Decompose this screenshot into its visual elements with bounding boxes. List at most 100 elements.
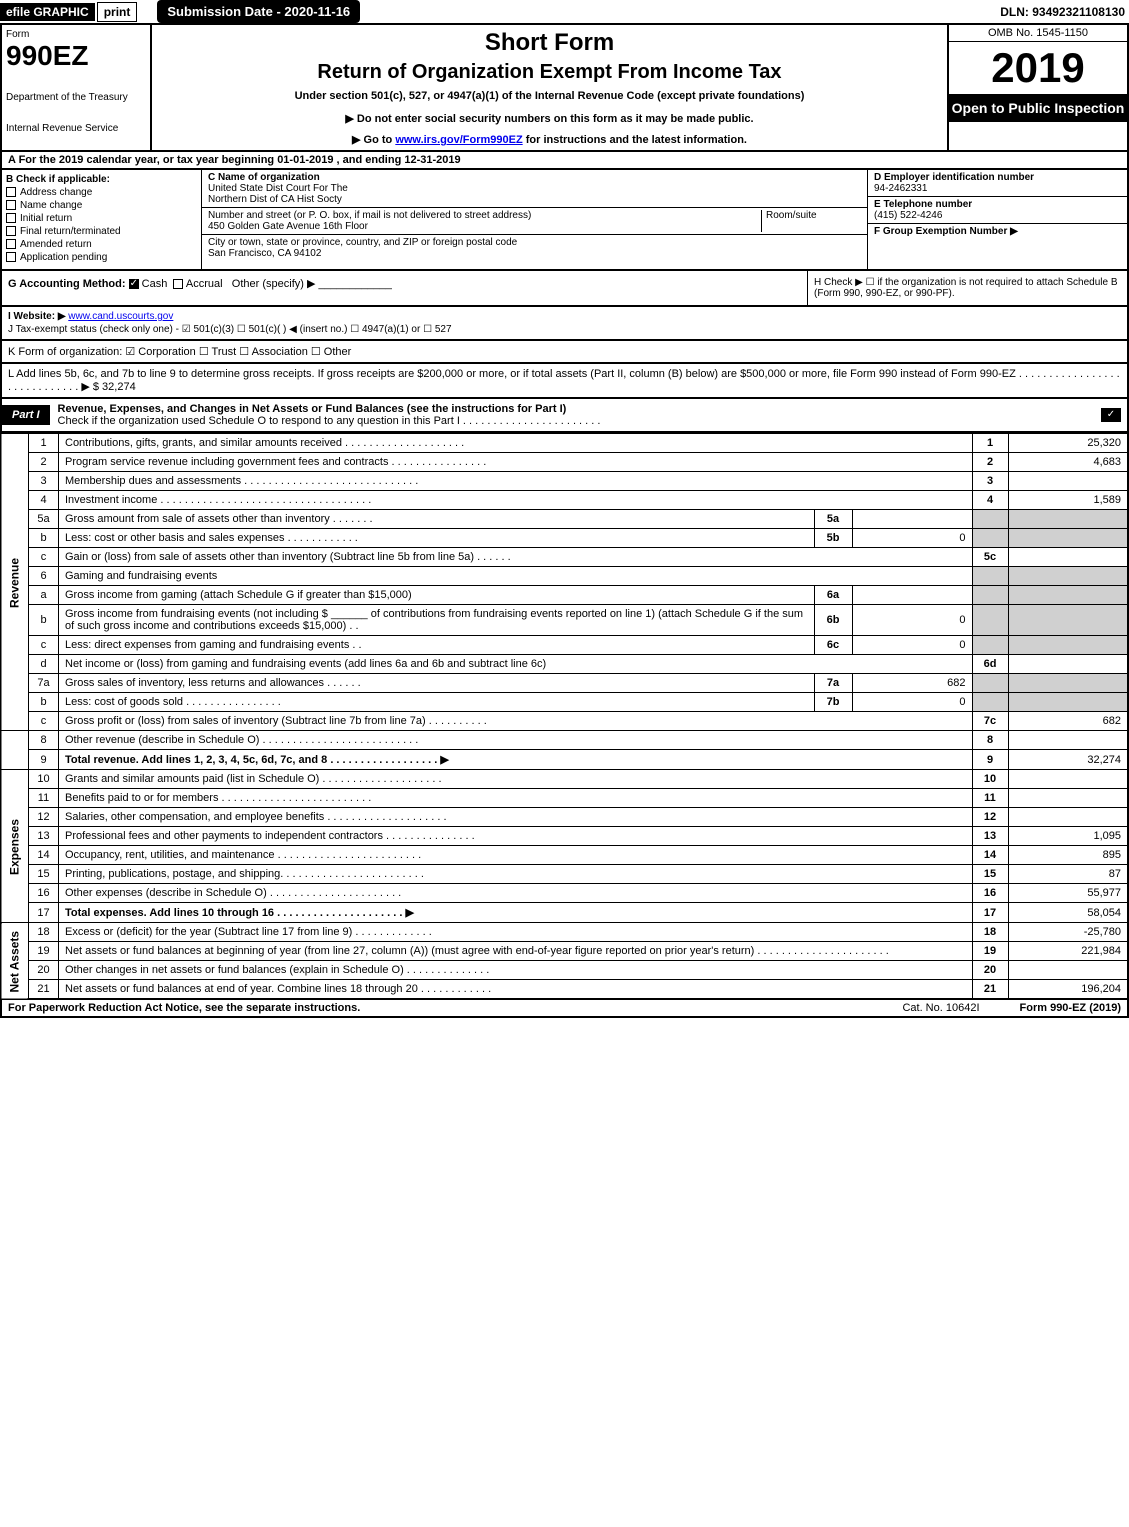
line-numcol: 17 (972, 903, 1008, 923)
form-header: Form 990EZ Department of the Treasury In… (0, 25, 1129, 152)
section-k: K Form of organization: ☑ Corporation ☐ … (0, 341, 1129, 364)
line-desc: Gross income from gaming (attach Schedul… (59, 586, 815, 605)
g-cash: Cash (142, 278, 168, 290)
line-desc: Net assets or fund balances at end of ye… (59, 980, 973, 1000)
cb-address-change: Address change (6, 187, 197, 198)
shade-cell (972, 636, 1008, 655)
line-desc: Grants and similar amounts paid (list in… (59, 770, 973, 789)
line-numcol: 9 (972, 750, 1008, 770)
line-numcol: 15 (972, 865, 1008, 884)
line-num: b (29, 605, 59, 636)
line-num: 19 (29, 942, 59, 961)
g-accrual: Accrual (186, 278, 223, 290)
line-desc: Gain or (loss) from sale of assets other… (59, 548, 973, 567)
table-row: 7a Gross sales of inventory, less return… (1, 674, 1128, 693)
line-desc: Benefits paid to or for members . . . . … (59, 789, 973, 808)
irs-link[interactable]: www.irs.gov/Form990EZ (395, 134, 522, 146)
shade-cell (972, 586, 1008, 605)
footer: For Paperwork Reduction Act Notice, see … (0, 1000, 1129, 1018)
table-row: b Gross income from fundraising events (… (1, 605, 1128, 636)
line-desc: Total revenue. Add lines 1, 2, 3, 4, 5c,… (59, 750, 973, 770)
part-i-check-line: Check if the organization used Schedule … (58, 415, 601, 427)
line-desc: Gross profit or (loss) from sales of inv… (59, 712, 973, 731)
line-desc: Less: cost of goods sold . . . . . . . .… (59, 693, 815, 712)
group-exemption-label: F Group Exemption Number ▶ (874, 226, 1121, 237)
checkbox-icon[interactable] (6, 213, 16, 223)
line-desc: Other expenses (describe in Schedule O) … (59, 884, 973, 903)
table-row: d Net income or (loss) from gaming and f… (1, 655, 1128, 674)
line-val: 4,683 (1008, 453, 1128, 472)
shade-cell (1008, 693, 1128, 712)
g-label: G Accounting Method: (8, 278, 126, 290)
line-num: 6 (29, 567, 59, 586)
shade-cell (1008, 674, 1128, 693)
revenue-expense-table: Revenue 1 Contributions, gifts, grants, … (0, 433, 1129, 1000)
shade-cell (972, 674, 1008, 693)
dln-label: DLN: 93492321108130 (1000, 5, 1129, 19)
shade-cell (972, 605, 1008, 636)
table-row: 8 Other revenue (describe in Schedule O)… (1, 731, 1128, 750)
name-label: C Name of organization (208, 172, 861, 183)
line-num: a (29, 586, 59, 605)
paperwork-notice: For Paperwork Reduction Act Notice, see … (8, 1002, 360, 1014)
line-num: 20 (29, 961, 59, 980)
table-row: 20 Other changes in net assets or fund b… (1, 961, 1128, 980)
line-num: 15 (29, 865, 59, 884)
line-numcol: 5c (972, 548, 1008, 567)
box-ln: 7b (814, 693, 852, 712)
box-ln: 6a (814, 586, 852, 605)
shade-cell (1008, 567, 1128, 586)
line-val (1008, 731, 1128, 750)
box-ln: 6c (814, 636, 852, 655)
top-bar: efile GRAPHIC print Submission Date - 20… (0, 0, 1129, 25)
org-name-1: United State Dist Court For The (208, 183, 861, 194)
line-desc: Printing, publications, postage, and shi… (59, 865, 973, 884)
line-desc: Gross amount from sale of assets other t… (59, 510, 815, 529)
header-right: OMB No. 1545-1150 2019 Open to Public In… (947, 25, 1127, 150)
cat-number: Cat. No. 10642I (902, 1002, 979, 1014)
print-button[interactable]: print (97, 2, 138, 22)
table-row: a Gross income from gaming (attach Sched… (1, 586, 1128, 605)
line-desc: Occupancy, rent, utilities, and maintena… (59, 846, 973, 865)
section-def: D Employer identification number 94-2462… (867, 170, 1127, 269)
checkbox-icon[interactable] (173, 279, 183, 289)
section-h: H Check ▶ ☐ if the organization is not r… (807, 271, 1127, 305)
section-b-title: B Check if applicable: (6, 174, 197, 185)
checkbox-icon[interactable] (6, 252, 16, 262)
section-f: F Group Exemption Number ▶ (868, 224, 1127, 239)
section-c: C Name of organization United State Dist… (202, 170, 867, 269)
section-g: G Accounting Method: Cash Accrual Other … (2, 271, 807, 305)
line-numcol: 7c (972, 712, 1008, 731)
omb-number: OMB No. 1545-1150 (949, 25, 1127, 42)
part-i-checkbox[interactable]: ✓ (1101, 408, 1121, 422)
website-link[interactable]: www.cand.uscourts.gov (68, 311, 173, 322)
form-number: 990EZ (6, 40, 146, 72)
shade-cell (972, 510, 1008, 529)
line-numcol: 6d (972, 655, 1008, 674)
shade-cell (972, 693, 1008, 712)
line-desc: Less: direct expenses from gaming and fu… (59, 636, 815, 655)
line-val (1008, 472, 1128, 491)
table-row: c Gross profit or (loss) from sales of i… (1, 712, 1128, 731)
expenses-side-label: Expenses (1, 770, 29, 923)
box-ln: 6b (814, 605, 852, 636)
line-numcol: 14 (972, 846, 1008, 865)
line-val (1008, 548, 1128, 567)
line-num: 21 (29, 980, 59, 1000)
line-desc: Less: cost or other basis and sales expe… (59, 529, 815, 548)
part-i-title: Revenue, Expenses, and Changes in Net As… (50, 399, 1101, 431)
line-desc: Professional fees and other payments to … (59, 827, 973, 846)
table-row: 4 Investment income . . . . . . . . . . … (1, 491, 1128, 510)
gh-row: G Accounting Method: Cash Accrual Other … (0, 271, 1129, 307)
checkbox-icon[interactable] (6, 187, 16, 197)
checkbox-icon[interactable] (6, 200, 16, 210)
checkbox-icon[interactable] (6, 239, 16, 249)
line-val: 58,054 (1008, 903, 1128, 923)
checkbox-icon[interactable] (6, 226, 16, 236)
line-val: 87 (1008, 865, 1128, 884)
table-row: Expenses 10 Grants and similar amounts p… (1, 770, 1128, 789)
header-left: Form 990EZ Department of the Treasury In… (2, 25, 152, 150)
checkbox-checked-icon[interactable] (129, 279, 139, 289)
line-desc: Gaming and fundraising events (59, 567, 973, 586)
line-num: 17 (29, 903, 59, 923)
